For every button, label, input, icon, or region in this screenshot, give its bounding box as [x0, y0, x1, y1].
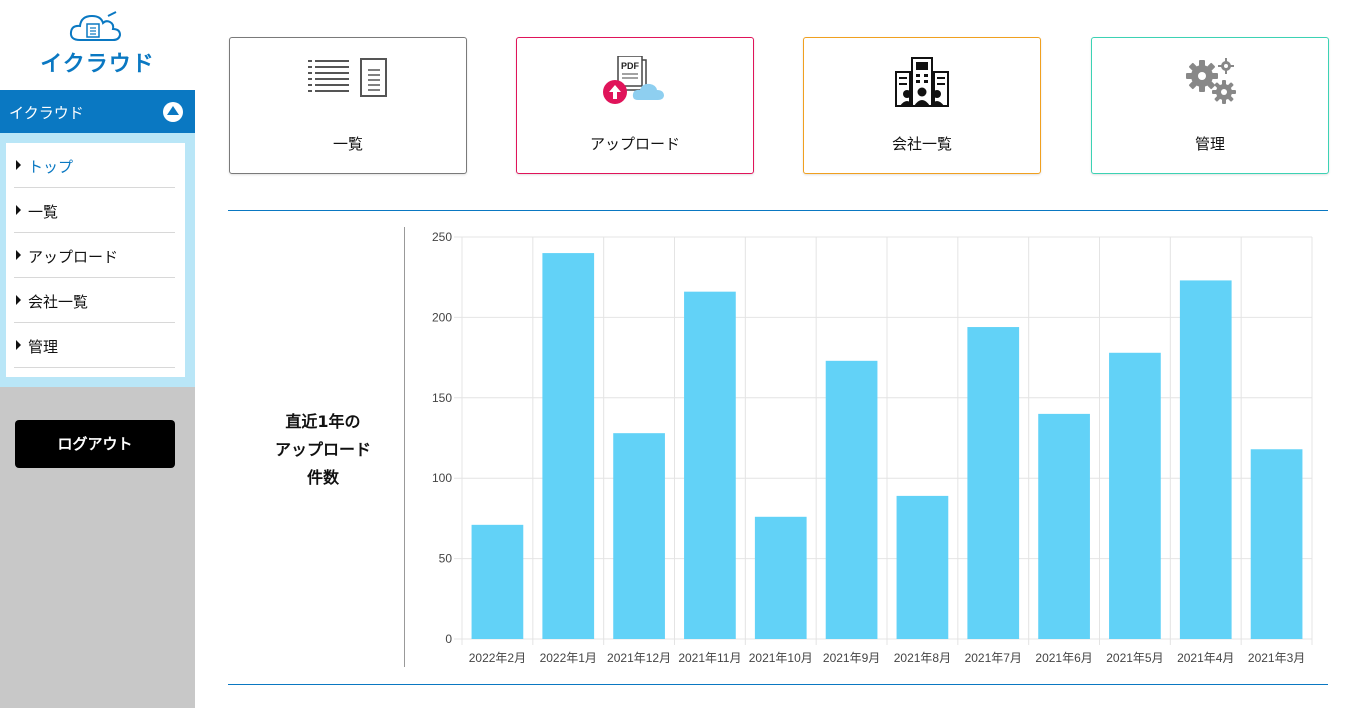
gears-icon [1092, 56, 1328, 112]
chart-bar [1179, 280, 1232, 639]
y-tick-label: 50 [439, 552, 453, 566]
chart-divider [404, 227, 405, 667]
divider-bottom [228, 684, 1328, 685]
sidebar-item-admin[interactable]: 管理 [14, 323, 175, 368]
x-tick-label: 2021年7月 [965, 651, 1022, 665]
sidebar-item-label: 会社一覧 [28, 293, 89, 311]
x-tick-label: 2021年10月 [749, 651, 813, 665]
chart-bar [1250, 449, 1303, 639]
x-tick-label: 2022年2月 [469, 651, 526, 665]
sidebar-item-companies[interactable]: 会社一覧 [14, 278, 175, 323]
chart-bar [825, 360, 878, 639]
sidebar-item-list[interactable]: 一覧 [14, 188, 175, 233]
sidebar-item-upload[interactable]: アップロード [14, 233, 175, 278]
pdf-upload-icon: PDF [517, 56, 753, 112]
logout-button[interactable]: ログアウト [15, 420, 175, 468]
y-tick-label: 150 [432, 391, 452, 405]
x-tick-label: 2021年6月 [1035, 651, 1092, 665]
x-tick-label: 2021年8月 [894, 651, 951, 665]
chart-bar [1038, 413, 1090, 639]
sidebar-item-label: 管理 [28, 338, 59, 356]
x-tick-label: 2021年4月 [1177, 651, 1234, 665]
divider-top [228, 210, 1328, 211]
sidebar: イクラウド イクラウド トップ 一覧 アップロード 会社一覧 [0, 0, 195, 708]
y-tick-label: 0 [445, 632, 452, 646]
chart-bar [967, 327, 1020, 639]
caret-right-icon [16, 250, 21, 260]
collapse-icon[interactable] [163, 102, 183, 122]
sidebar-item-label: トップ [28, 158, 74, 176]
chart-title-line: アップロード [274, 440, 371, 459]
svg-text:PDF: PDF [621, 61, 640, 71]
upload-bar-chart: 0 50 100 150 200 250 2022年2月 2022年1月 2021年12月 202… [432, 230, 1313, 665]
cloud-logo-icon [69, 11, 122, 41]
card-label: アップロード [589, 135, 680, 153]
chart-title-line: 直近1年の [285, 412, 361, 431]
sidebar-nav: トップ 一覧 アップロード 会社一覧 管理 [0, 133, 195, 387]
caret-right-icon [16, 295, 21, 305]
sidebar-section-title: イクラウド [9, 104, 84, 122]
x-tick-label: 2021年9月 [823, 651, 880, 665]
sidebar-item-label: アップロード [28, 248, 119, 266]
chart-title-line: 件数 [306, 468, 339, 487]
x-tick-label: 2021年12月 [607, 651, 671, 665]
chart-bar [471, 524, 524, 639]
chart-bar [684, 291, 736, 639]
card-companies[interactable]: 会社一覧 [803, 37, 1041, 174]
list-icon [230, 56, 466, 112]
logo-area: イクラウド [0, 0, 195, 90]
chart-bar [542, 253, 595, 639]
card-label: 会社一覧 [891, 135, 952, 153]
y-tick-label: 100 [432, 471, 452, 485]
chart-bar [754, 516, 807, 639]
chart-bar [1109, 352, 1161, 639]
card-admin[interactable]: 管理 [1091, 37, 1329, 174]
x-tick-label: 2021年3月 [1248, 651, 1305, 665]
sidebar-section-header[interactable]: イクラウド [0, 90, 195, 133]
sidebar-item-label: 一覧 [28, 203, 59, 221]
caret-right-icon [16, 205, 21, 215]
sidebar-item-top[interactable]: トップ [14, 143, 175, 188]
card-label: 管理 [1194, 135, 1225, 153]
chart-bar [613, 433, 665, 639]
company-building-icon [804, 56, 1040, 112]
caret-right-icon [16, 160, 21, 170]
logo-text: イクラウド [40, 52, 155, 77]
card-label: 一覧 [332, 135, 363, 153]
x-tick-label: 2022年1月 [540, 651, 597, 665]
card-list[interactable]: 一覧 [229, 37, 467, 174]
caret-right-icon [16, 340, 21, 350]
x-tick-label: 2021年5月 [1106, 651, 1163, 665]
card-upload[interactable]: PDF アップロード [516, 37, 754, 174]
sidebar-nav-list: トップ 一覧 アップロード 会社一覧 管理 [6, 143, 185, 377]
chart-bar [896, 495, 949, 639]
chart-title: 直近1年の アップロード 件数 [258, 408, 388, 492]
y-tick-label: 250 [432, 230, 452, 244]
x-tick-label: 2021年11月 [678, 651, 741, 665]
y-tick-label: 200 [432, 310, 452, 324]
